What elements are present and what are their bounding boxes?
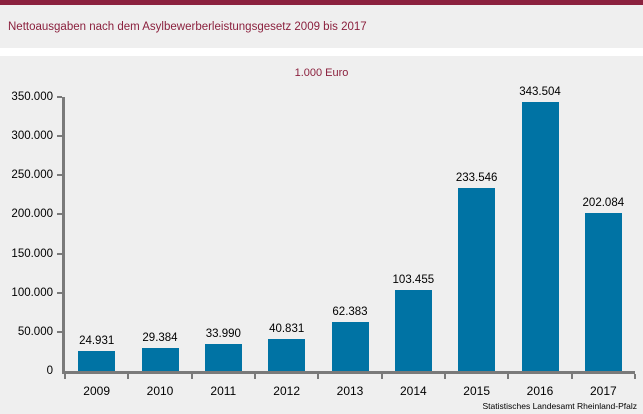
bar [394, 290, 432, 371]
bar [78, 351, 116, 371]
bar-value-label: 29.384 [142, 332, 178, 344]
x-axis-tick [444, 374, 446, 379]
bar-value-label: 62.383 [332, 306, 368, 318]
bar [141, 348, 179, 371]
y-axis-tick [57, 330, 62, 333]
y-axis-tick [57, 213, 62, 216]
bar [331, 322, 369, 371]
header-divider [0, 48, 643, 56]
x-axis-tick [64, 374, 66, 379]
top-accent-bar [0, 0, 643, 5]
y-axis-tick [57, 252, 62, 255]
unit-label: 1.000 Euro [294, 67, 349, 79]
y-tick-label: 150.000 [11, 247, 53, 260]
y-tick-label: 100.000 [11, 286, 53, 299]
bar-value-label: 24.931 [79, 335, 115, 347]
x-axis-tick [254, 374, 256, 379]
x-category-label: 2010 [146, 384, 174, 398]
x-axis-tick [190, 374, 193, 379]
y-tick-label: 50.000 [17, 325, 53, 338]
bar-value-label: 233.546 [455, 172, 498, 184]
bar [268, 339, 306, 371]
y-tick-label: 0 [46, 365, 53, 377]
y-tick-label: 350.000 [11, 91, 53, 103]
x-category-label: 2014 [399, 384, 427, 398]
x-axis-tick [634, 374, 636, 379]
bar [521, 102, 559, 371]
plot-area: 0 50.000 100.000 150.000 200.000 250.000 300.0… [11, 86, 636, 398]
y-axis-tick [57, 291, 62, 294]
x-category-label: 2012 [273, 384, 301, 398]
x-axis-tick [317, 374, 320, 379]
x-category-label: 2017 [589, 384, 617, 398]
bar [584, 213, 622, 371]
bar-value-label: 40.831 [269, 323, 305, 335]
x-category-label: 2013 [336, 384, 364, 398]
bar-value-label: 343.504 [519, 86, 561, 98]
bar [458, 188, 496, 371]
y-tick-label: 200.000 [11, 208, 53, 221]
chart-header: Nettoausgaben nach dem Asylbewerberleist… [0, 5, 643, 48]
x-category-label: 2009 [83, 384, 111, 398]
chart-title: Nettoausgaben nach dem Asylbewerberleist… [8, 20, 367, 33]
bar-value-label: 33.990 [205, 328, 241, 340]
y-axis-tick [57, 135, 62, 138]
x-axis-tick [570, 374, 573, 379]
bar [204, 344, 242, 371]
x-category-label: 2011 [210, 384, 237, 398]
x-axis-tick [507, 374, 510, 379]
y-tick-label: 250.000 [11, 169, 53, 182]
x-category-label: 2015 [463, 384, 491, 398]
y-tick-label: 300.000 [11, 130, 53, 143]
y-axis-tick [57, 174, 62, 177]
x-category-label: 2016 [526, 384, 554, 398]
chart-area: 1.000 Euro 0 50.000 100.000 150.000 200.000 2… [0, 56, 643, 414]
source-attribution: Statistisches Landesamt Rheinland-Pfalz [482, 401, 638, 411]
x-axis-tick [380, 374, 383, 379]
bar-value-label: 202.084 [582, 197, 625, 209]
x-axis-tick [127, 374, 130, 379]
y-axis-tick [57, 96, 62, 98]
bar-value-label: 103.455 [392, 274, 435, 286]
